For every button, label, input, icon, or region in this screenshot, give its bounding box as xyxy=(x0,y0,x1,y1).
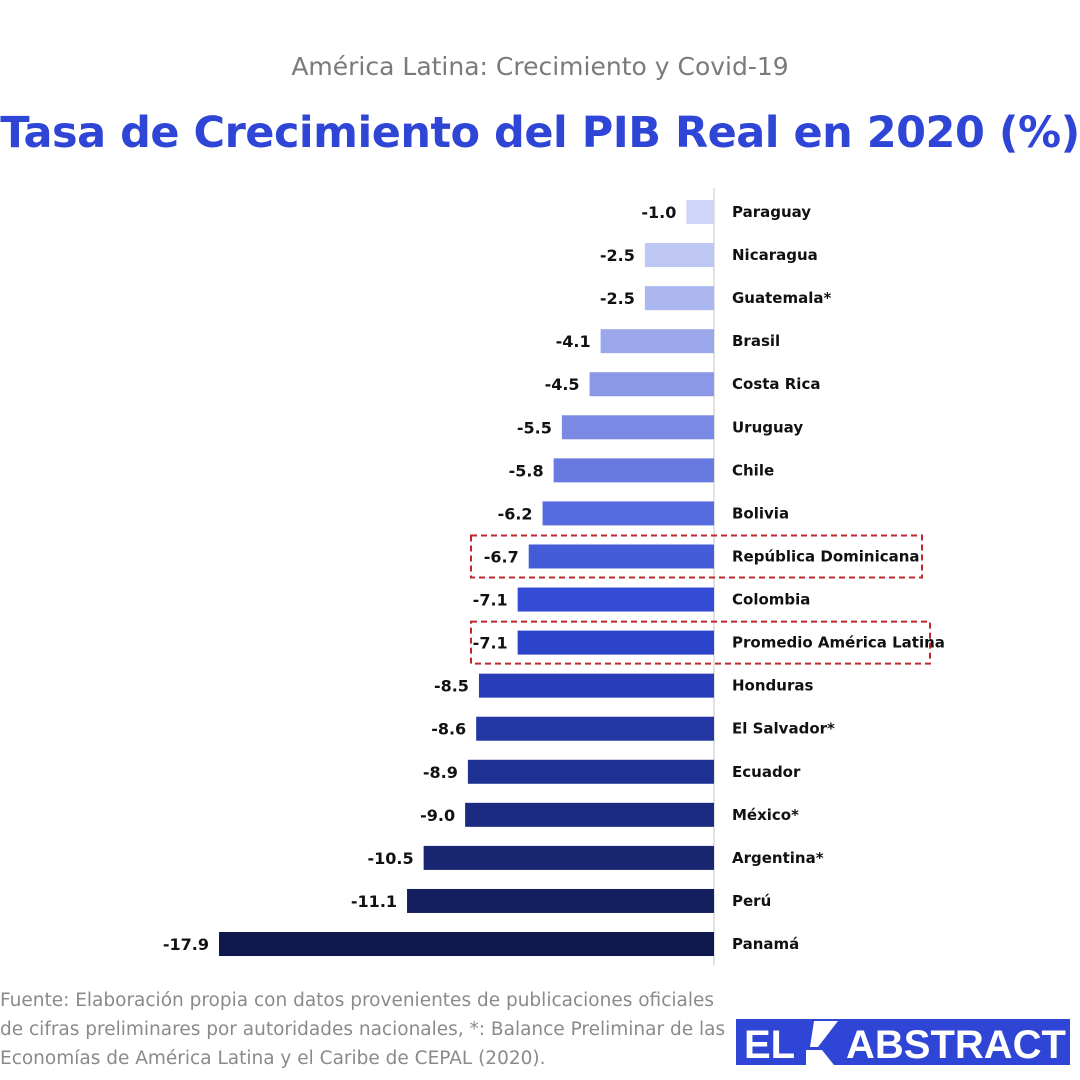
value-label-15: -10.5 xyxy=(368,849,414,868)
value-label-5: -5.5 xyxy=(517,418,552,437)
category-label-6: Chile xyxy=(732,461,774,479)
source-note: Fuente: Elaboración propia con datos pro… xyxy=(0,990,726,1069)
bar-13 xyxy=(467,759,714,784)
category-label-7: Bolivia xyxy=(732,504,789,522)
category-label-1: Nicaragua xyxy=(732,246,818,264)
bar-6 xyxy=(553,458,714,483)
bar-3 xyxy=(600,329,714,354)
bar-0 xyxy=(686,200,714,224)
value-label-11: -8.5 xyxy=(434,677,469,696)
category-label-3: Brasil xyxy=(732,332,780,350)
bar-2 xyxy=(644,286,714,311)
bar-10 xyxy=(517,630,714,655)
value-label-12: -8.6 xyxy=(431,720,466,739)
el-abstract-logo: EL ABSTRACT xyxy=(736,1019,1070,1067)
chart-title: Tasa de Crecimiento del PIB Real en 2020… xyxy=(0,108,1080,158)
value-label-6: -5.8 xyxy=(509,461,544,480)
category-label-13: Ecuador xyxy=(732,763,801,781)
value-label-0: -1.0 xyxy=(641,203,676,222)
bar-17 xyxy=(219,932,714,957)
category-label-10: Promedio América Latina xyxy=(732,634,945,652)
category-label-15: Argentina* xyxy=(732,849,824,867)
value-label-17: -17.9 xyxy=(163,935,209,954)
value-label-14: -9.0 xyxy=(420,806,455,825)
category-label-8: República Dominicana xyxy=(732,547,920,565)
category-label-4: Costa Rica xyxy=(732,375,820,393)
highlight-box-10 xyxy=(470,620,931,665)
value-label-8: -6.7 xyxy=(484,547,519,566)
bar-8 xyxy=(528,544,714,569)
bar-12 xyxy=(476,716,714,741)
bar-16 xyxy=(407,888,714,913)
value-label-7: -6.2 xyxy=(498,504,533,523)
category-label-5: Uruguay xyxy=(732,418,803,436)
value-label-9: -7.1 xyxy=(473,591,508,610)
category-label-9: Colombia xyxy=(732,591,810,609)
bar-1 xyxy=(644,243,714,268)
chart-subtitle: América Latina: Crecimiento y Covid-19 xyxy=(291,52,789,81)
value-label-2: -2.5 xyxy=(600,289,635,308)
value-label-4: -4.5 xyxy=(545,375,580,394)
bar-9 xyxy=(517,587,714,612)
bar-7 xyxy=(542,501,714,526)
category-label-17: Panamá xyxy=(732,935,799,953)
bar-4 xyxy=(589,372,714,397)
logo-text-left: EL xyxy=(744,1023,795,1067)
value-label-1: -2.5 xyxy=(600,246,635,265)
category-label-0: Paraguay xyxy=(732,203,811,221)
value-label-13: -8.9 xyxy=(423,763,458,782)
category-label-2: Guatemala* xyxy=(732,289,831,307)
bar-11 xyxy=(478,673,714,698)
bar-5 xyxy=(561,415,714,440)
logo-text-right: ABSTRACT xyxy=(846,1023,1066,1067)
value-label-10: -7.1 xyxy=(473,634,508,653)
category-label-12: El Salvador* xyxy=(732,720,835,738)
bar-chart: -1.0 -2.5 -2.5 -4.1 -4.5 -5.5 -5.8 -6.2 -6.7 -7.1… xyxy=(163,188,945,965)
logo-pen-icon xyxy=(810,1021,838,1047)
highlight-box-8 xyxy=(470,534,923,579)
category-label-14: México* xyxy=(732,806,799,824)
value-label-16: -11.1 xyxy=(351,892,397,911)
bar-15 xyxy=(423,845,714,870)
value-label-3: -4.1 xyxy=(556,332,591,351)
category-label-16: Perú xyxy=(732,892,771,910)
category-label-11: Honduras xyxy=(732,677,813,695)
bar-14 xyxy=(465,802,714,827)
